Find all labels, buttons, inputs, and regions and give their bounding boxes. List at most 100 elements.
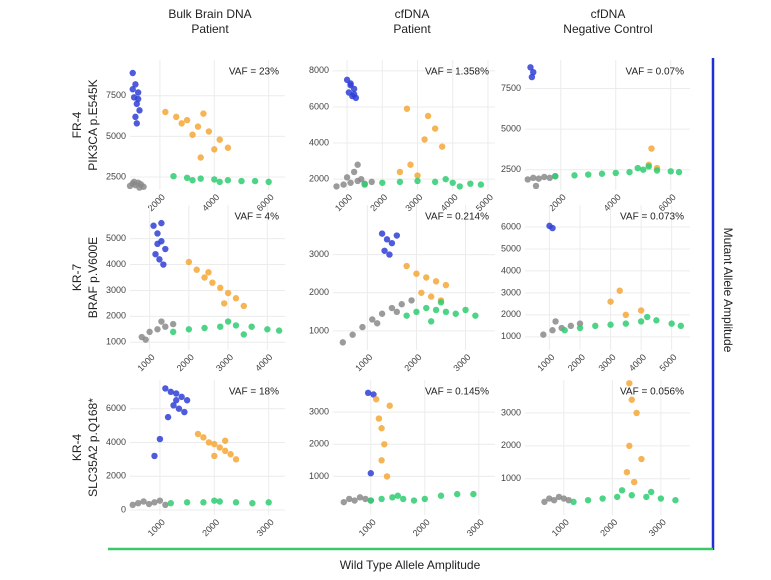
x-tick-label: 2000 bbox=[598, 517, 619, 538]
point bbox=[133, 100, 140, 108]
point bbox=[154, 230, 161, 237]
point bbox=[173, 390, 180, 397]
point bbox=[189, 177, 196, 184]
point bbox=[576, 324, 584, 332]
y-tick-label: 5000 bbox=[501, 243, 521, 253]
point bbox=[470, 490, 477, 498]
x-tick-label: 5000 bbox=[658, 352, 679, 373]
y-tick-label: 2000 bbox=[309, 439, 329, 449]
x-tick-label: 2000 bbox=[146, 192, 167, 213]
point bbox=[618, 487, 626, 494]
point bbox=[413, 308, 420, 316]
point bbox=[524, 176, 531, 183]
point bbox=[158, 318, 165, 325]
column-title: cfDNA bbox=[591, 7, 626, 21]
y-tick-label: 2000 bbox=[106, 471, 126, 481]
point bbox=[648, 145, 655, 152]
point bbox=[400, 495, 407, 503]
point bbox=[142, 336, 149, 343]
x-tick-label: 1000 bbox=[550, 517, 571, 538]
point bbox=[421, 495, 428, 503]
x-tick-label: 3000 bbox=[451, 352, 472, 373]
annotation: VAF = 0.073% bbox=[620, 212, 684, 223]
y-tick-label: 3000 bbox=[309, 407, 329, 417]
x-tick-label: 2000 bbox=[200, 517, 221, 538]
point bbox=[265, 499, 272, 506]
point bbox=[340, 181, 347, 188]
point bbox=[232, 295, 240, 302]
point bbox=[383, 236, 391, 243]
point bbox=[216, 136, 223, 143]
x-tick-label: 3000 bbox=[596, 352, 617, 373]
point bbox=[343, 174, 351, 181]
y-tick-label: 6000 bbox=[501, 221, 521, 231]
point bbox=[628, 396, 635, 403]
point bbox=[240, 331, 247, 338]
point bbox=[170, 172, 177, 180]
x-tick-label: 1000 bbox=[146, 517, 167, 538]
point bbox=[477, 181, 485, 188]
point bbox=[423, 304, 430, 312]
point bbox=[647, 488, 655, 496]
point bbox=[185, 258, 193, 266]
point bbox=[133, 120, 140, 127]
point bbox=[183, 499, 191, 506]
point bbox=[431, 125, 439, 132]
x-tick-label: 3000 bbox=[647, 517, 668, 538]
point bbox=[407, 161, 414, 168]
point bbox=[136, 107, 143, 114]
point bbox=[162, 323, 169, 330]
point bbox=[264, 326, 271, 333]
point bbox=[211, 440, 218, 448]
point bbox=[598, 170, 606, 177]
point bbox=[140, 498, 147, 505]
point bbox=[643, 493, 650, 501]
x-tick-label: 5000 bbox=[474, 192, 495, 213]
point bbox=[432, 306, 440, 314]
point bbox=[349, 331, 356, 338]
point bbox=[672, 496, 679, 504]
point bbox=[154, 240, 161, 248]
y-tick-label: 1000 bbox=[501, 473, 521, 483]
point bbox=[205, 439, 213, 446]
point bbox=[173, 397, 180, 404]
row-label: BRAF p.V600E bbox=[86, 237, 100, 318]
x-tick-label: 4000 bbox=[200, 192, 221, 213]
point bbox=[633, 409, 640, 417]
point bbox=[232, 322, 240, 329]
point bbox=[205, 269, 212, 276]
point bbox=[567, 322, 575, 330]
annotation: VAF = 1.358% bbox=[425, 67, 489, 78]
point bbox=[442, 281, 450, 289]
point bbox=[472, 312, 479, 319]
point bbox=[162, 245, 169, 253]
point bbox=[232, 456, 240, 463]
point bbox=[427, 293, 435, 300]
y-tick-label: 1000 bbox=[501, 331, 521, 341]
y-tick-label: 0 bbox=[121, 504, 126, 514]
point bbox=[158, 219, 165, 227]
point bbox=[333, 183, 340, 190]
point bbox=[378, 457, 385, 464]
point bbox=[541, 173, 548, 181]
x-tick-label: 1000 bbox=[535, 352, 556, 373]
x-tick-label: 4000 bbox=[627, 352, 648, 373]
point bbox=[408, 297, 415, 304]
point bbox=[607, 298, 614, 305]
annotation: VAF = 18% bbox=[229, 387, 279, 398]
point bbox=[528, 73, 536, 81]
point bbox=[552, 318, 559, 325]
point bbox=[423, 274, 430, 281]
column-title: Bulk Brain DNA bbox=[168, 7, 251, 21]
point bbox=[454, 490, 461, 498]
point bbox=[378, 310, 386, 317]
point bbox=[162, 385, 169, 392]
point bbox=[170, 402, 177, 409]
point bbox=[167, 499, 174, 507]
point bbox=[249, 499, 256, 507]
row-label: KR-4 bbox=[70, 434, 84, 462]
point bbox=[530, 68, 537, 76]
y-tick-label: 3000 bbox=[501, 407, 521, 417]
point bbox=[675, 168, 683, 176]
